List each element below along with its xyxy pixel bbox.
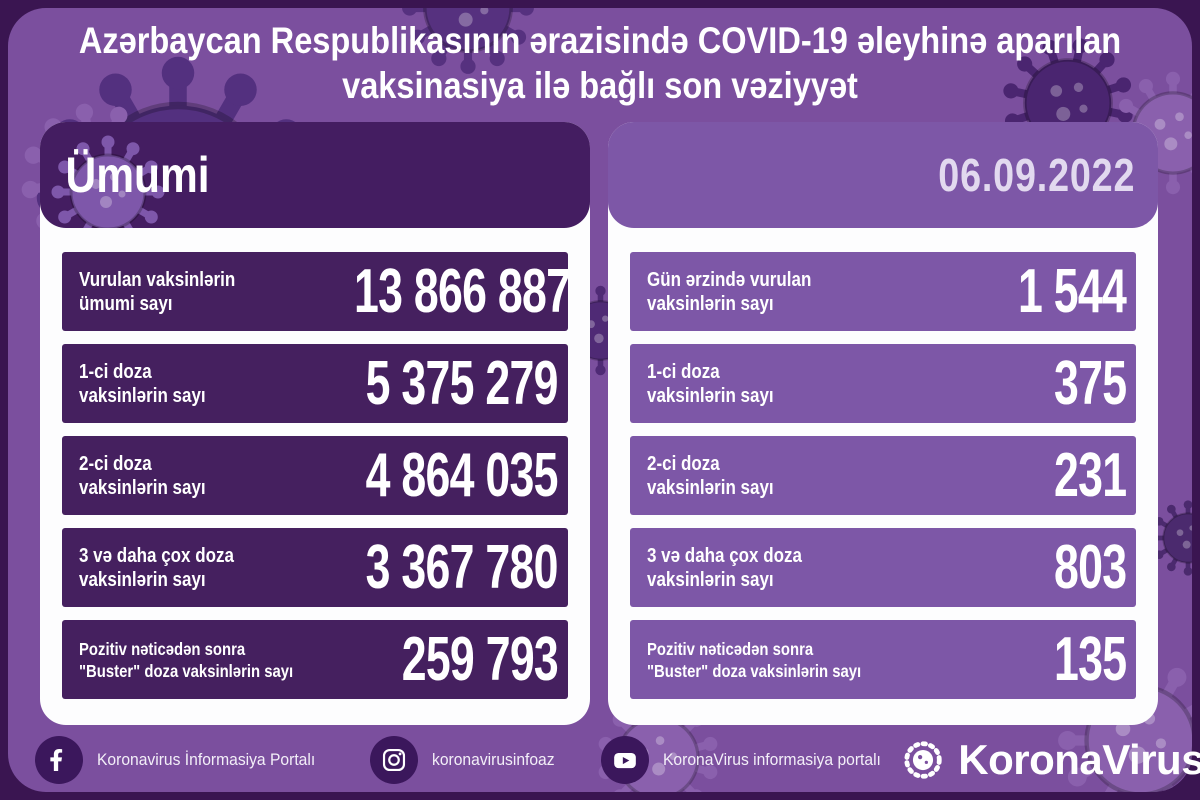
stat-label: 2-ci doza <box>79 452 152 475</box>
stat-row-daily-booster: Pozitiv nəticədən sonra "Buster" doza va… <box>630 620 1136 699</box>
stat-label: "Buster" doza vaksinlərin sayı <box>79 660 294 681</box>
facebook-label: Koronavirus İnformasiya Portalı <box>97 750 316 769</box>
logo-text: KoronaVirus <box>958 736 1200 783</box>
stat-label: 1-ci doza <box>79 360 152 383</box>
youtube-label: KoronaVirus informasiya portalı <box>663 750 882 769</box>
stat-value: 3 367 780 <box>365 532 559 602</box>
stat-value: 259 793 <box>401 624 559 694</box>
panel-total-header: Ümumi <box>40 122 590 228</box>
panel-total-title: Ümumi <box>65 147 210 203</box>
stat-label: ümumi sayı <box>79 292 173 315</box>
stat-label: vaksinlərin sayı <box>79 476 206 499</box>
total-rows: Vurulan vaksinlərin ümumi sayı 13 866 88… <box>40 228 590 725</box>
youtube-icon <box>614 752 637 769</box>
stat-label: 3 və daha çox doza <box>79 544 234 567</box>
daily-rows: Gün ərzində vurulan vaksinlərin sayı 1 5… <box>608 228 1158 725</box>
stat-value: 1 544 <box>1017 256 1127 326</box>
panel-daily: 06.09.2022 Gün ərzində vurulan vaksinlər… <box>608 122 1158 725</box>
stat-value: 803 <box>1053 532 1127 602</box>
facebook-link: Koronavirus İnformasiya Portalı <box>35 736 334 784</box>
stat-label: 1-ci doza <box>647 360 720 383</box>
stat-label: Gün ərzində vurulan <box>647 268 812 291</box>
stat-label: Pozitiv nəticədən sonra <box>647 638 814 659</box>
stat-label: "Buster" doza vaksinlərin sayı <box>647 660 862 681</box>
title-line-2: vaksinasiya ilə bağlı son vəziyyət <box>342 65 858 106</box>
page-title: Azərbaycan Respublikasının ərazisində CO… <box>0 18 1200 108</box>
panel-total: Ümumi Vurulan vaksinlərin ümumi sayı 13 … <box>40 122 590 725</box>
koronavirus-logo: KoronaVirus info <box>900 736 1200 784</box>
instagram-link: koronavirusinfoaz <box>370 736 565 784</box>
date-header: 06.09.2022 <box>608 122 1158 228</box>
title-line-1: Azərbaycan Respublikasının ərazisində CO… <box>78 20 1122 61</box>
stat-label: Vurulan vaksinlərin <box>79 268 236 291</box>
stat-row-daily-dose2: 2-ci doza vaksinlərin sayı 231 <box>630 436 1136 515</box>
stat-row-total-all: Vurulan vaksinlərin ümumi sayı 13 866 88… <box>62 252 568 331</box>
stat-row-daily-dose1: 1-ci doza vaksinlərin sayı 375 <box>630 344 1136 423</box>
stat-value: 375 <box>1053 348 1127 418</box>
stat-label: vaksinlərin sayı <box>79 384 206 407</box>
stat-value: 5 375 279 <box>365 348 559 418</box>
stat-label: Pozitiv nəticədən sonra <box>79 638 246 659</box>
stat-label: vaksinlərin sayı <box>647 568 774 591</box>
instagram-label: koronavirusinfoaz <box>432 750 555 769</box>
stat-label: vaksinlərin sayı <box>647 476 774 499</box>
stat-row-total-dose2: 2-ci doza vaksinlərin sayı 4 864 035 <box>62 436 568 515</box>
stat-value: 135 <box>1053 624 1127 694</box>
facebook-icon <box>50 749 63 771</box>
stat-row-total-dose3: 3 və daha çox doza vaksinlərin sayı 3 36… <box>62 528 568 607</box>
stat-value: 4 864 035 <box>365 440 559 510</box>
instagram-icon <box>383 748 406 772</box>
stat-label: 3 və daha çox doza <box>647 544 802 567</box>
youtube-link: KoronaVirus informasiya portalı <box>601 736 900 784</box>
stat-row-daily-all: Gün ərzində vurulan vaksinlərin sayı 1 5… <box>630 252 1136 331</box>
stat-label: 2-ci doza <box>647 452 720 475</box>
date-label: 06.09.2022 <box>938 149 1136 201</box>
stat-row-total-booster: Pozitiv nəticədən sonra "Buster" doza va… <box>62 620 568 699</box>
stat-label: vaksinlərin sayı <box>79 568 206 591</box>
footer: Koronavirus İnformasiya Portalı koronavi… <box>8 728 1200 792</box>
stat-label: vaksinlərin sayı <box>647 384 774 407</box>
stat-label: vaksinlərin sayı <box>647 292 774 315</box>
stat-value: 13 866 887 <box>353 256 568 326</box>
virus-logo-icon <box>904 741 942 779</box>
stat-row-total-dose1: 1-ci doza vaksinlərin sayı 5 375 279 <box>62 344 568 423</box>
stat-value: 231 <box>1053 440 1127 510</box>
stat-row-daily-dose3: 3 və daha çox doza vaksinlərin sayı 803 <box>630 528 1136 607</box>
